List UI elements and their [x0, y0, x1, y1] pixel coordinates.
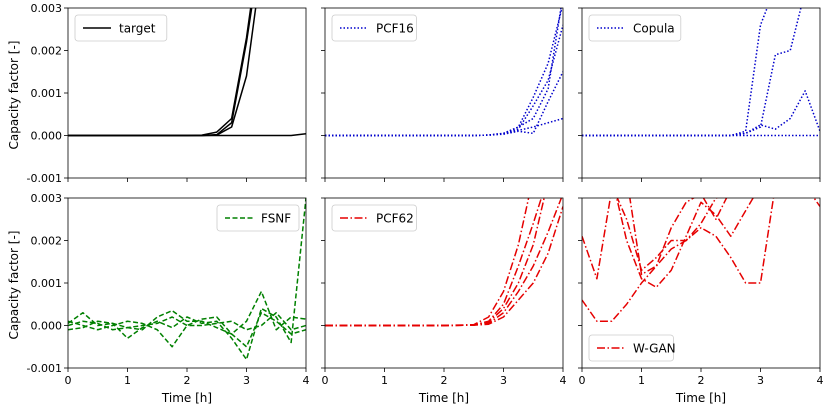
legend: target — [74, 14, 168, 42]
x-tick-label: 4 — [560, 374, 567, 387]
x-axis-label-right: Time [h] — [675, 391, 726, 405]
legend-box — [331, 14, 417, 42]
panel-pcf62: 0 1 2 3 4 PCF62 — [321, 197, 567, 387]
legend: PCF62 — [331, 204, 417, 232]
y-tick-label: -0.001 — [27, 172, 62, 185]
series-line-5 — [325, 206, 563, 327]
y-tick-label: 0.003 — [31, 2, 63, 15]
legend-label: Copula — [633, 22, 675, 36]
legend-label: PCF62 — [376, 212, 414, 226]
x-tick-label: 0 — [579, 374, 586, 387]
legend-box — [588, 334, 674, 362]
y-axis-label-bottom: Capacity factor [-] — [7, 231, 21, 340]
y-tick-label: 0.001 — [31, 87, 63, 100]
series-group — [68, 8, 306, 137]
x-tick-label: 3 — [757, 374, 764, 387]
x-tick-label: 4 — [303, 374, 310, 387]
series-line-2 — [325, 24, 563, 137]
series-line-3 — [325, 8, 562, 137]
x-tick-label: 3 — [243, 374, 250, 387]
panel-target: -0.001 0.000 0.001 0.002 0.003 target — [27, 2, 307, 185]
series-group — [68, 198, 306, 361]
series-line-3 — [325, 198, 545, 327]
series-line-4 — [616, 198, 820, 271]
legend-label: FSNF — [261, 212, 291, 226]
series-group — [582, 198, 820, 322]
series-line-5 — [325, 117, 563, 137]
x-tick-label: 2 — [441, 374, 448, 387]
series-line-2 — [582, 198, 775, 322]
legend-box — [588, 14, 682, 42]
x-tick-label: 2 — [698, 374, 705, 387]
legend: FSNF — [216, 204, 300, 232]
series-line-2 — [68, 198, 306, 361]
y-tick-label: 0.003 — [31, 192, 63, 205]
y-tick-label: 0.000 — [31, 320, 63, 333]
panel-pcf16: PCF16 — [321, 7, 564, 182]
x-tick-label: 1 — [638, 374, 645, 387]
series-line-1 — [68, 290, 306, 335]
legend-box — [216, 204, 300, 232]
y-tick-label: 0.001 — [31, 277, 63, 290]
series-line-4 — [68, 312, 306, 331]
y-tick-label: -0.001 — [27, 362, 62, 375]
legend-label: W-GAN — [633, 342, 676, 356]
legend-box — [74, 14, 168, 42]
series-group — [325, 8, 563, 137]
x-tick-label: 0 — [65, 374, 72, 387]
series-line-2 — [582, 90, 820, 137]
legend: W-GAN — [588, 334, 676, 362]
y-tick-label: 0.002 — [31, 45, 63, 58]
x-axis-label-left: Time [h] — [161, 391, 212, 405]
y-tick-label: 0.000 — [31, 130, 63, 143]
series-line-4 — [325, 71, 563, 137]
legend-label: target — [119, 22, 156, 36]
y-tick-label: 0.002 — [31, 235, 63, 248]
panel-copula: Copula — [578, 7, 821, 182]
panel-w-gan: 0 1 2 3 4 W-GAN — [578, 197, 824, 387]
legend-label: PCF16 — [376, 22, 414, 36]
x-tick-label: 2 — [184, 374, 191, 387]
x-tick-label: 0 — [322, 374, 329, 387]
series-group — [325, 198, 563, 327]
x-tick-label: 4 — [817, 374, 824, 387]
legend: PCF16 — [331, 14, 417, 42]
x-tick-label: 1 — [381, 374, 388, 387]
x-axis-label-middle: Time [h] — [418, 391, 469, 405]
series-line-4 — [68, 133, 306, 137]
y-axis-label-top: Capacity factor [-] — [7, 41, 21, 150]
panel-fsnf: 0 1 2 3 4 -0.001 0.000 0.001 0.002 0.003 FSNF — [27, 192, 310, 387]
legend: Copula — [588, 14, 682, 42]
series-line-2 — [325, 198, 543, 327]
series-line-3 — [615, 198, 754, 288]
x-tick-label: 3 — [500, 374, 507, 387]
series-line-1 — [582, 198, 728, 280]
series-group — [582, 8, 820, 137]
legend-box — [331, 204, 417, 232]
x-tick-label: 1 — [124, 374, 131, 387]
series-line-1 — [325, 198, 530, 327]
